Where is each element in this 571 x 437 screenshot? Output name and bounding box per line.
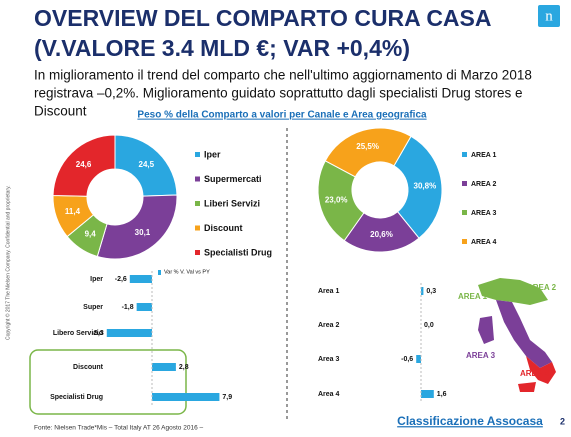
map-sicily (518, 382, 536, 392)
map-south (526, 356, 556, 384)
slice-label: 23,0% (325, 195, 348, 204)
slice-label: 24,6 (76, 160, 92, 169)
page-number: 2 (560, 416, 565, 426)
bar (416, 355, 421, 363)
category-label: Libero Servizio (53, 330, 103, 337)
value-label: -5,3 (92, 330, 104, 337)
value-label: 7,9 (222, 394, 232, 401)
slice-label: 20,6% (370, 230, 393, 239)
logo-box (538, 5, 560, 27)
slice (52, 134, 116, 197)
slice (114, 134, 178, 197)
value-label: 1,6 (437, 391, 447, 398)
value-label: 0,0 (424, 322, 434, 329)
map-sardinia (478, 316, 494, 344)
section-title: Peso % della Comparto a valori per Canal… (137, 110, 427, 121)
map-label: AREA 1 (458, 292, 488, 301)
legend-label: Iper (204, 149, 221, 159)
legend-swatch (462, 152, 467, 157)
legend-swatch (462, 181, 467, 186)
slice (324, 127, 412, 178)
slice (393, 135, 443, 239)
category-label: Area 1 (318, 288, 340, 295)
category-label: Area 2 (318, 322, 340, 329)
slice-label: 9,4 (85, 230, 97, 239)
slice-label: 30,1 (135, 228, 151, 237)
subtitle: registrava –0,2%. Miglioramento guidato … (34, 86, 523, 101)
source: Fonte: Nielsen Trade*Mis – Total Italy A… (34, 425, 203, 432)
legend-swatch (195, 225, 200, 231)
highlight-box (29, 349, 187, 415)
legend-swatch (462, 210, 467, 215)
map-label: AREA 2 (527, 283, 557, 292)
legend-swatch (195, 201, 200, 206)
legend-label: Liberi Servizi (204, 198, 260, 208)
legend-label: Specialisti Drug (204, 247, 272, 257)
legend-swatch (158, 270, 161, 275)
legend-label: Var % V. Val vs PY (164, 269, 210, 275)
logo: n (545, 8, 553, 24)
copyright: Copyright © 2017 The Nielsen Company. Co… (4, 185, 11, 340)
slice-label: 30,8% (414, 182, 437, 191)
italy-map (478, 278, 556, 392)
value-label: -0,6 (401, 356, 413, 363)
legend-label: AREA 2 (471, 181, 497, 188)
legend-label: Discount (204, 223, 243, 233)
category-label: Area 3 (318, 356, 340, 363)
legend-label: AREA 1 (471, 152, 497, 159)
legend-label: AREA 3 (471, 210, 497, 217)
category-label: Discount (73, 364, 104, 371)
slice (96, 194, 178, 260)
legend-swatch (462, 239, 467, 244)
category-label: Area 4 (318, 391, 340, 398)
title: (V.VALORE 3.4 MLD €; VAR +0,4%) (34, 35, 410, 61)
legend-label: AREA 4 (471, 239, 497, 246)
slice-label: 24,5 (139, 160, 155, 169)
category-label: Iper (90, 276, 103, 283)
category-label: Specialisti Drug (50, 394, 103, 401)
title: OVERVIEW DEL COMPARTO CURA CASA (34, 5, 491, 31)
bar (421, 287, 424, 295)
value-label: 0,3 (426, 288, 436, 295)
category-label: Super (83, 304, 103, 311)
bar (152, 363, 176, 371)
slice-label: 11,4 (65, 207, 81, 216)
legend-swatch (195, 250, 200, 255)
bar (152, 393, 220, 401)
bar (136, 303, 152, 311)
legend-swatch (195, 176, 200, 182)
subtitle: Discount (34, 104, 87, 119)
subtitle: In miglioramento il trend del comparto c… (34, 68, 532, 83)
legend-swatch (195, 152, 200, 157)
value-label: -1,8 (122, 304, 134, 311)
value-label: 2,8 (179, 364, 189, 371)
slice-label: 25,5% (356, 142, 379, 151)
bar (106, 329, 152, 337)
legend-label: Supermercati (204, 174, 262, 184)
map-label: AREA 4 (520, 369, 550, 378)
bar (129, 275, 152, 283)
map-label: AREA 3 (466, 351, 496, 360)
map-north (478, 278, 548, 305)
value-label: -2,6 (115, 276, 127, 283)
link[interactable]: Classificazione Assocasa (397, 414, 543, 428)
map-center (496, 300, 552, 368)
bar (421, 390, 434, 398)
